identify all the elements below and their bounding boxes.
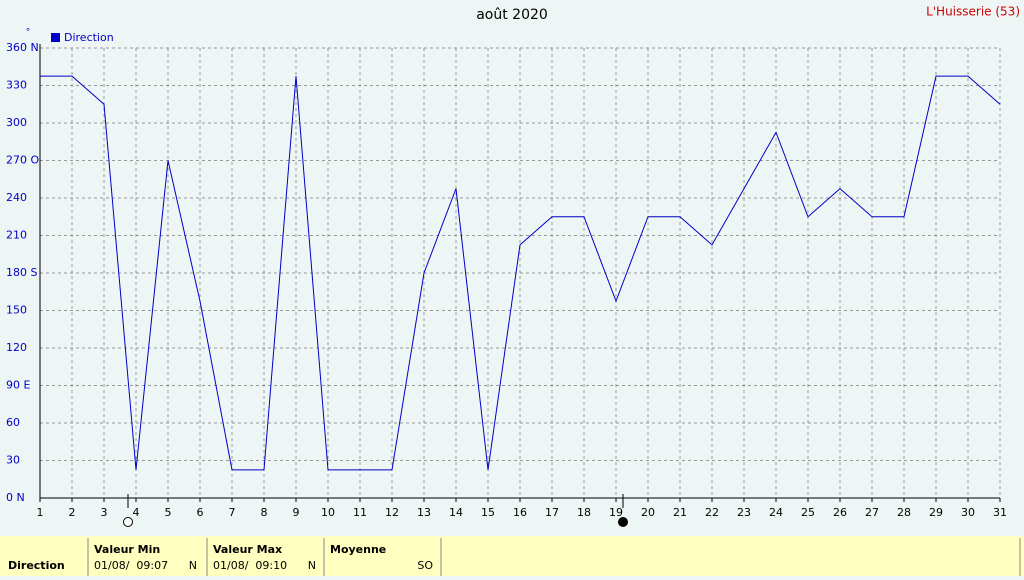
x-tick-label: 20 [641, 506, 655, 519]
x-tick-label: 27 [865, 506, 879, 519]
x-tick-label: 29 [929, 506, 943, 519]
x-tick-label: 30 [961, 506, 975, 519]
min-marker [123, 517, 133, 527]
x-tick-label: 22 [705, 506, 719, 519]
y-unit: ° [26, 28, 31, 38]
x-tick-label: 15 [481, 506, 495, 519]
y-tick-label: 90 E [6, 379, 30, 392]
x-tick-label: 11 [353, 506, 367, 519]
x-tick-label: 2 [69, 506, 76, 519]
max-marker [618, 517, 628, 527]
x-tick-label: 12 [385, 506, 399, 519]
x-tick-label: 17 [545, 506, 559, 519]
legend-label: Direction [64, 31, 114, 44]
x-tick-label: 16 [513, 506, 527, 519]
data-line [40, 75, 1001, 471]
y-tick-label: 120 [6, 341, 27, 354]
min-date: 01/08/ 09:07 [94, 559, 168, 572]
y-tick-label: 240 [6, 191, 27, 204]
x-tick-label: 8 [261, 506, 268, 519]
min-value: N [189, 559, 197, 572]
mean-title: Moyenne [330, 543, 386, 556]
x-tick-label: 7 [229, 506, 236, 519]
y-tick-label: 150 [6, 304, 27, 317]
y-tick-label: 300 [6, 116, 27, 129]
y-tick-label: 210 [6, 229, 27, 242]
x-tick-label: 10 [321, 506, 335, 519]
x-tick-label: 19 [609, 506, 623, 519]
x-tick-label: 25 [801, 506, 815, 519]
x-tick-label: 6 [197, 506, 204, 519]
max-value: N [308, 559, 316, 572]
x-tick-label: 13 [417, 506, 431, 519]
y-tick-label: 270 O [6, 154, 39, 167]
x-tick-label: 14 [449, 506, 463, 519]
y-tick-label: 180 S [6, 266, 37, 279]
y-tick-label: 360 N [6, 41, 39, 54]
x-tick-label: 3 [101, 506, 108, 519]
station: L'Huisserie (53) [926, 5, 1020, 19]
chart-title: août 2020 [476, 7, 548, 23]
x-tick-label: 5 [165, 506, 172, 519]
mean-value: SO [417, 559, 433, 572]
summary-label: Direction [8, 559, 65, 572]
x-tick-label: 28 [897, 506, 911, 519]
x-tick-label: 9 [293, 506, 300, 519]
x-tick-label: 1 [37, 506, 44, 519]
min-title: Valeur Min [94, 543, 160, 556]
max-date: 01/08/ 09:10 [213, 559, 287, 572]
x-tick-label: 21 [673, 506, 687, 519]
x-tick-label: 23 [737, 506, 751, 519]
x-tick-label: 31 [993, 506, 1007, 519]
x-tick-label: 4 [133, 506, 140, 519]
x-tick-label: 24 [769, 506, 783, 519]
legend-swatch [51, 33, 60, 42]
y-tick-label: 330 [6, 79, 27, 92]
y-tick-label: 30 [6, 454, 20, 467]
x-tick-label: 26 [833, 506, 847, 519]
summary-panel [0, 536, 1024, 576]
y-tick-label: 0 N [6, 491, 25, 504]
max-title: Valeur Max [213, 543, 282, 556]
y-tick-label: 60 [6, 416, 20, 429]
x-tick-label: 18 [577, 506, 591, 519]
